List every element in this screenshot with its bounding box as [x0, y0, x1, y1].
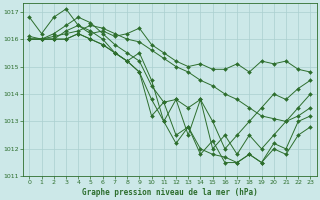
X-axis label: Graphe pression niveau de la mer (hPa): Graphe pression niveau de la mer (hPa)	[82, 188, 258, 197]
